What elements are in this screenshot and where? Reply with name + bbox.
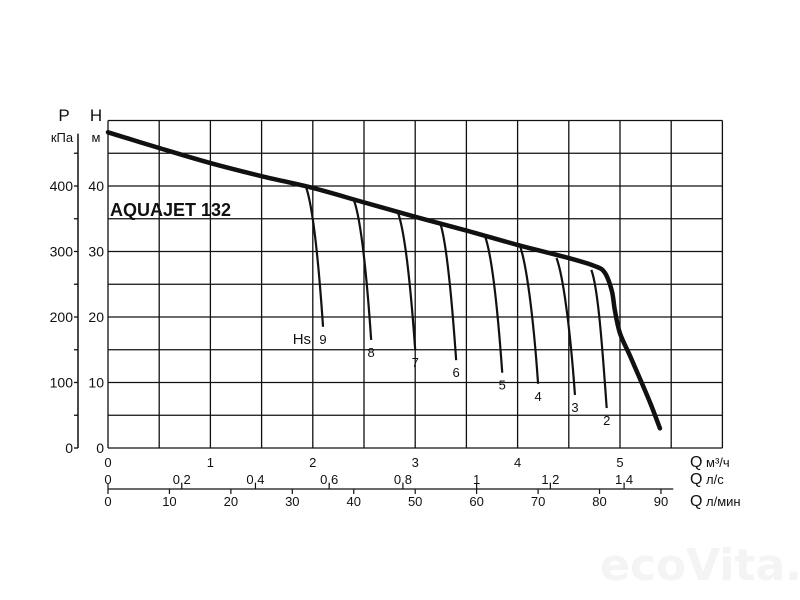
p-tick-label: 100: [50, 375, 74, 391]
q-axis-symbol: Q: [690, 471, 702, 488]
hs-curve-label: 9: [319, 332, 326, 347]
q-lmin-tick-label: 60: [469, 494, 483, 509]
h-tick-label: 30: [88, 244, 104, 260]
hs-curve-3: [555, 257, 577, 396]
hs-curve-label: 3: [571, 400, 578, 415]
h-tick-label: 10: [88, 375, 104, 391]
hs-curve-5: [483, 235, 504, 373]
h-axis-symbol: H: [90, 106, 102, 125]
hs-curve-label: 7: [412, 355, 419, 370]
p-tick-label: 0: [65, 440, 73, 456]
grid: [107, 119, 724, 449]
q-m3h-tick-label: 5: [616, 455, 623, 470]
q-m3h-tick-label: 3: [412, 455, 419, 470]
hs-curve-4: [518, 244, 540, 384]
q-ls-tick-label: 0,4: [246, 472, 264, 487]
hs-label: Hs: [293, 331, 311, 348]
hs-curve-7: [396, 211, 417, 350]
q-lmin-tick-label: 70: [531, 494, 545, 509]
chart-title: AQUAJET 132: [110, 200, 231, 220]
hs-curve-9: [304, 185, 325, 327]
p-tick-label: 400: [50, 178, 74, 194]
q-lmin-tick-label: 0: [104, 494, 111, 509]
hs-curve-label: 4: [534, 389, 541, 404]
hs-curve-label: 5: [499, 378, 506, 393]
hs-curve-2: [590, 269, 608, 409]
hs-curve-label: 2: [603, 413, 610, 428]
hs-curve-label: 8: [368, 345, 375, 360]
q-axis-unit: л/мин: [706, 494, 741, 509]
q-ls-tick-label: 0: [104, 472, 111, 487]
q-m3h-tick-label: 4: [514, 455, 521, 470]
q-lmin-tick-label: 30: [285, 494, 299, 509]
q-lmin-tick-label: 80: [592, 494, 606, 509]
q-m3h-tick-label: 2: [309, 455, 316, 470]
h-tick-label: 20: [88, 309, 104, 325]
q-ls-tick-label: 1,4: [615, 472, 633, 487]
p-tick-label: 300: [50, 244, 74, 260]
q-ls-tick-label: 0,8: [394, 472, 412, 487]
q-lmin-tick-label: 10: [162, 494, 176, 509]
q-lmin-tick-label: 20: [224, 494, 238, 509]
q-ls-tick-label: 0,6: [320, 472, 338, 487]
p-axis-symbol: P: [58, 106, 69, 125]
h-axis-unit: м: [92, 130, 101, 145]
q-axis-unit: л/с: [706, 472, 724, 487]
q-axis-unit: м³/ч: [706, 455, 730, 470]
hs-curve-8: [352, 199, 373, 341]
hs-curve-label: 6: [453, 365, 460, 380]
q-lmin-tick-label: 50: [408, 494, 422, 509]
q-axis-symbol: Q: [690, 493, 702, 510]
q-axis-symbol: Q: [690, 454, 702, 471]
q-m3h-tick-label: 0: [104, 455, 111, 470]
hs-curve-6: [438, 221, 458, 361]
q-lmin-tick-label: 40: [347, 494, 361, 509]
q-ls-tick-label: 0,2: [173, 472, 191, 487]
q-ls-tick-label: 1: [473, 472, 480, 487]
curves: 9 8 7 6 5 4 3 2 Hs: [105, 130, 663, 431]
q-m3h-tick-label: 1: [207, 455, 214, 470]
p-tick-label: 200: [50, 309, 74, 325]
p-axis-unit: кПа: [51, 130, 74, 145]
watermark: ecoVita.ru: [600, 540, 800, 591]
h-tick-label: 40: [88, 178, 104, 194]
q-lmin-tick-label: 90: [654, 494, 668, 509]
h-tick-label: 0: [96, 440, 104, 456]
q-ls-tick-label: 1,2: [541, 472, 559, 487]
main-performance-curve: [105, 130, 663, 431]
